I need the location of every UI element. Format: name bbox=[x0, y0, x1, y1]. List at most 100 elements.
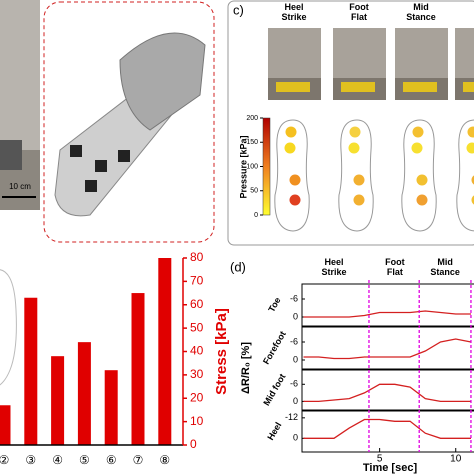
subplot-frame bbox=[301, 283, 474, 327]
y-tick-label: -6 bbox=[290, 336, 298, 346]
subplot-label: Mid foot bbox=[261, 372, 287, 407]
x-tick-label: 10 bbox=[450, 454, 462, 465]
pressure-dot bbox=[289, 194, 301, 206]
x-tick-label: ② bbox=[0, 453, 9, 467]
bar bbox=[104, 370, 118, 445]
series-line bbox=[303, 418, 471, 439]
panel-label: (d) bbox=[230, 259, 246, 274]
bar bbox=[158, 258, 172, 445]
bar bbox=[77, 342, 91, 445]
x-tick-label: ④ bbox=[52, 453, 63, 467]
colorbar-label: Pressure [kPa] bbox=[238, 135, 248, 198]
bar bbox=[51, 356, 65, 445]
y-tick-label: 0 bbox=[293, 354, 298, 364]
phase-label: Heel Strike bbox=[281, 2, 306, 22]
y-axis-label: ΔR/R₀ [%] bbox=[240, 342, 252, 394]
gait-photo-shoe bbox=[463, 82, 474, 92]
colorbar-tick-label: 200 bbox=[246, 115, 258, 122]
bar bbox=[24, 297, 38, 445]
colorbar-tick-label: 100 bbox=[246, 163, 258, 170]
phase-label-line: Mid bbox=[437, 257, 453, 267]
phase-label-line: Flat bbox=[351, 12, 367, 22]
phase-label-line: Flat bbox=[387, 267, 403, 277]
y-tick-label: 0 bbox=[293, 433, 298, 443]
pressure-dot bbox=[416, 194, 428, 206]
x-tick-label: 5 bbox=[377, 454, 383, 465]
phase-label-line: Stance bbox=[430, 267, 460, 277]
y-tick-label: -12 bbox=[285, 412, 298, 422]
panel-c-frame bbox=[227, 0, 474, 246]
pressure-dot bbox=[466, 142, 474, 154]
subplot-frame bbox=[301, 369, 474, 411]
phase-label-line: Mid bbox=[413, 2, 429, 12]
subplot-frame bbox=[301, 410, 474, 453]
pressure-dot bbox=[471, 195, 474, 205]
gait-photo-shoe bbox=[403, 82, 437, 92]
pressure-dot bbox=[471, 175, 474, 185]
panel-label: c) bbox=[233, 2, 244, 17]
phase-label-line: Stance bbox=[406, 12, 436, 22]
subplot-label: Toe bbox=[266, 296, 282, 314]
phase-label-line: Strike bbox=[321, 267, 346, 277]
sensor bbox=[70, 145, 82, 157]
x-axis-label: Time [sec] bbox=[363, 462, 418, 474]
pressure-dot bbox=[284, 142, 296, 154]
pressure-dot bbox=[348, 142, 360, 154]
pressure-dot bbox=[411, 142, 423, 154]
bar bbox=[0, 405, 11, 445]
y-tick-label: 10 bbox=[190, 414, 204, 428]
y-tick-label: 30 bbox=[190, 367, 204, 381]
series-line bbox=[303, 310, 471, 318]
pressure-dot bbox=[353, 174, 365, 186]
sandal-strap bbox=[119, 32, 206, 131]
series-line bbox=[303, 338, 472, 360]
y-tick-label: 0 bbox=[293, 396, 298, 406]
phase-label-line: Foot bbox=[349, 2, 369, 12]
pressure-dot bbox=[289, 174, 301, 186]
phase-label: Mid Stance bbox=[430, 257, 460, 277]
sensor bbox=[118, 150, 130, 162]
y-tick-label: 60 bbox=[190, 297, 204, 311]
phase-label-line: Heel bbox=[324, 257, 343, 267]
photo-device bbox=[0, 140, 22, 170]
colorbar-tick-label: 0 bbox=[254, 212, 258, 219]
phase-label: Mid Stance bbox=[406, 2, 436, 22]
y-tick-label: 40 bbox=[190, 344, 204, 358]
phase-label: Foot Flat bbox=[349, 2, 369, 22]
y-tick-label: 0 bbox=[190, 437, 197, 451]
phase-label: Heel Strike bbox=[321, 257, 346, 277]
colorbar bbox=[262, 117, 271, 216]
pressure-dot bbox=[285, 126, 297, 138]
scale-label: 10 cm bbox=[9, 182, 31, 191]
phase-label-line: Heel bbox=[284, 2, 303, 12]
y-tick-label: -6 bbox=[290, 293, 298, 303]
y-tick-label: -6 bbox=[290, 379, 298, 389]
phase-label: Foot Flat bbox=[385, 257, 405, 277]
y-tick-label: 0 bbox=[293, 311, 298, 321]
y-axis-label: Stress [kPa] bbox=[213, 308, 230, 395]
y-tick-label: 50 bbox=[190, 320, 204, 334]
x-tick-label: ⑦ bbox=[133, 453, 144, 467]
x-tick-label: ⑤ bbox=[79, 453, 90, 467]
y-tick-label: 70 bbox=[190, 274, 204, 288]
colorbar-tick-label: 150 bbox=[246, 139, 258, 146]
pressure-dot bbox=[349, 126, 361, 138]
y-tick-label: 80 bbox=[190, 250, 204, 264]
phase-label-line: Strike bbox=[281, 12, 306, 22]
pressure-dot bbox=[412, 126, 424, 138]
gait-photo-shoe bbox=[341, 82, 375, 92]
gait-photo-shoe bbox=[276, 82, 310, 92]
x-tick-label: ⑥ bbox=[106, 453, 117, 467]
phase-label-line: Foot bbox=[385, 257, 405, 267]
colorbar-tick-label: 50 bbox=[250, 188, 258, 195]
x-tick-label: ③ bbox=[25, 453, 36, 467]
sensor bbox=[85, 180, 97, 192]
series-line bbox=[303, 383, 471, 403]
pressure-dot bbox=[467, 126, 474, 138]
sensor bbox=[95, 160, 107, 172]
subplot-frame bbox=[301, 326, 474, 370]
x-tick-label: ⑧ bbox=[159, 453, 170, 467]
subplot-label: Heel bbox=[265, 420, 283, 441]
pressure-dot bbox=[416, 174, 428, 186]
